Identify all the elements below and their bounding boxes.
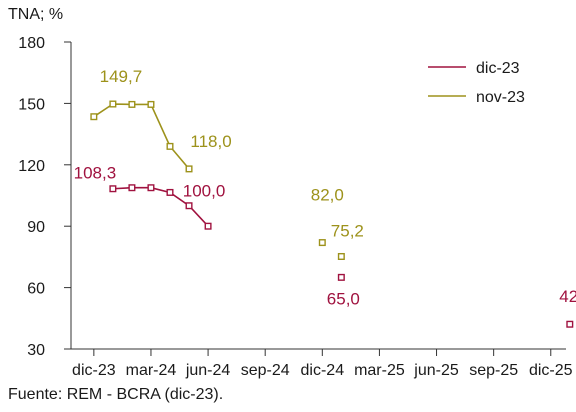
x-tick-label: jun-24 bbox=[185, 362, 231, 379]
x-tick-label: dic-23 bbox=[72, 362, 116, 379]
data-point bbox=[566, 320, 574, 328]
data-point bbox=[128, 100, 136, 108]
series-layer bbox=[90, 100, 574, 328]
chart-axes: 30 60 90 120 150 180 dic-23 mar-24 jun-24 sep-24 d… bbox=[18, 35, 572, 379]
data-point bbox=[128, 184, 136, 192]
x-tick-label: dic-24 bbox=[301, 362, 345, 379]
data-point bbox=[147, 184, 155, 192]
chart-legend: dic-23 nov-23 bbox=[428, 60, 525, 106]
x-tick-label: mar-25 bbox=[354, 362, 405, 379]
data-point bbox=[185, 202, 193, 210]
x-tick-label: sep-24 bbox=[241, 362, 290, 379]
x-tick-label: sep-25 bbox=[469, 362, 518, 379]
data-point bbox=[337, 273, 345, 281]
source-note: Fuente: REM - BCRA (dic-23). bbox=[8, 386, 224, 403]
data-point bbox=[318, 239, 326, 247]
y-tick-label: 90 bbox=[27, 219, 45, 236]
y-axis-title: TNA; % bbox=[8, 6, 64, 23]
data-label: 82,0 bbox=[311, 186, 344, 205]
data-label: 65,0 bbox=[327, 289, 360, 308]
x-tick-label: mar-24 bbox=[126, 362, 177, 379]
x-tick-label: dic-25 bbox=[529, 362, 573, 379]
data-label: 100,0 bbox=[183, 182, 226, 201]
data-point bbox=[166, 188, 174, 196]
y-tick-label: 150 bbox=[18, 96, 45, 113]
data-label: 75,2 bbox=[331, 221, 364, 240]
data-point bbox=[109, 185, 117, 193]
data-point bbox=[166, 142, 174, 150]
data-point bbox=[204, 222, 212, 230]
series-nov-23 bbox=[90, 100, 345, 260]
x-tick-label: jun-25 bbox=[413, 362, 459, 379]
data-label: 108,3 bbox=[74, 164, 117, 183]
series-line bbox=[93, 103, 190, 170]
data-point bbox=[337, 252, 345, 260]
y-tick-label: 30 bbox=[27, 342, 45, 359]
y-tick-label: 180 bbox=[18, 35, 45, 52]
data-label: 42,1 bbox=[559, 287, 576, 306]
data-point bbox=[147, 100, 155, 108]
legend-label: dic-23 bbox=[476, 60, 520, 77]
data-labels: 108,3 100,0 65,0 42,1 149,7 118,0 82,0 75,2 bbox=[74, 67, 576, 308]
y-tick-label: 120 bbox=[18, 158, 45, 175]
data-label: 118,0 bbox=[190, 132, 231, 151]
data-point bbox=[109, 100, 117, 108]
legend-label: nov-23 bbox=[476, 89, 525, 106]
data-point bbox=[90, 113, 98, 121]
data-label: 149,7 bbox=[100, 67, 143, 86]
series-dic-23 bbox=[109, 184, 574, 328]
y-tick-label: 60 bbox=[27, 281, 45, 298]
data-point bbox=[185, 165, 193, 173]
